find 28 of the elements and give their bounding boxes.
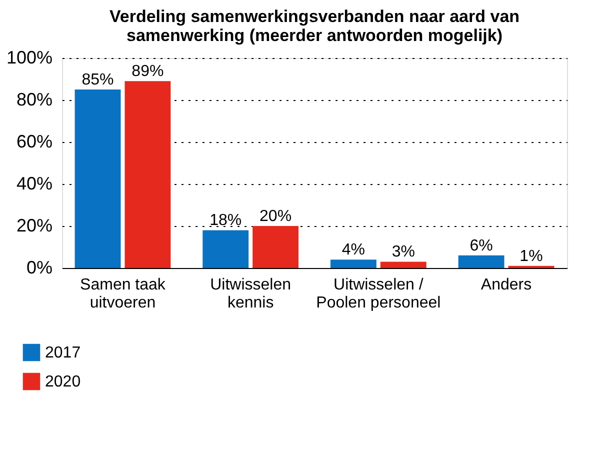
bar xyxy=(380,262,426,268)
bar xyxy=(202,230,249,268)
y-tick-label: 60% xyxy=(16,132,52,152)
chart-title: Verdeling samenwerkingsverbanden naar aard van samenwerking (meerder antwoorden mogelijk) xyxy=(109,7,520,45)
legend-label: 2017 xyxy=(45,344,81,362)
data-label: 1% xyxy=(520,248,543,265)
data-label: 18% xyxy=(210,212,242,230)
bar xyxy=(458,255,504,268)
bar xyxy=(124,81,171,268)
data-label: 3% xyxy=(392,244,415,261)
bar xyxy=(252,226,299,268)
data-label: 20% xyxy=(260,208,292,225)
x-tick-label: Samen taak uitvoeren xyxy=(80,276,166,312)
data-label: 89% xyxy=(132,63,164,80)
data-label: 4% xyxy=(342,242,366,259)
y-tick-label: 80% xyxy=(16,90,52,110)
bar xyxy=(74,90,121,268)
bar xyxy=(330,260,376,268)
y-tick-label: 100% xyxy=(6,48,52,68)
x-tick-label: Anders xyxy=(480,276,532,294)
data-label: 85% xyxy=(82,72,114,88)
x-tick-label: Uitwisselen / Poolen personeel xyxy=(316,276,441,312)
y-tick-label: 20% xyxy=(16,216,52,236)
legend-label: 2020 xyxy=(45,374,81,390)
y-tick-label: 40% xyxy=(16,174,52,194)
data-label: 6% xyxy=(470,237,493,254)
y-tick-label: 0% xyxy=(26,258,52,278)
x-tick-label: Uitwisselen kennis xyxy=(210,276,292,312)
